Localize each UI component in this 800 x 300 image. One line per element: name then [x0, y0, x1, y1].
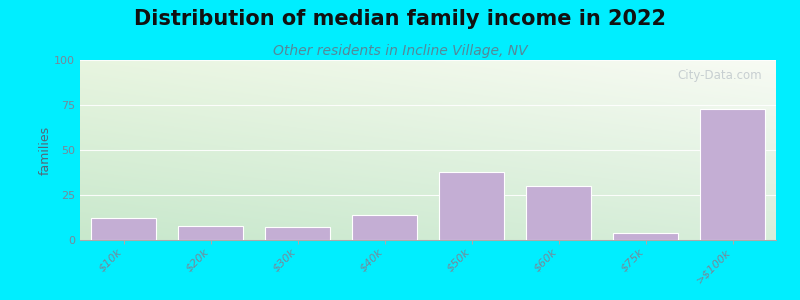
Text: City-Data.com: City-Data.com — [678, 69, 762, 82]
Bar — [91, 218, 156, 240]
Bar — [178, 226, 243, 240]
Y-axis label: families: families — [38, 125, 51, 175]
Bar — [265, 227, 330, 240]
Text: Other residents in Incline Village, NV: Other residents in Incline Village, NV — [273, 44, 527, 58]
Bar — [526, 186, 591, 240]
Bar — [700, 109, 765, 240]
Bar — [613, 233, 678, 240]
Text: Distribution of median family income in 2022: Distribution of median family income in … — [134, 9, 666, 29]
Bar — [439, 172, 504, 240]
Bar — [352, 215, 417, 240]
